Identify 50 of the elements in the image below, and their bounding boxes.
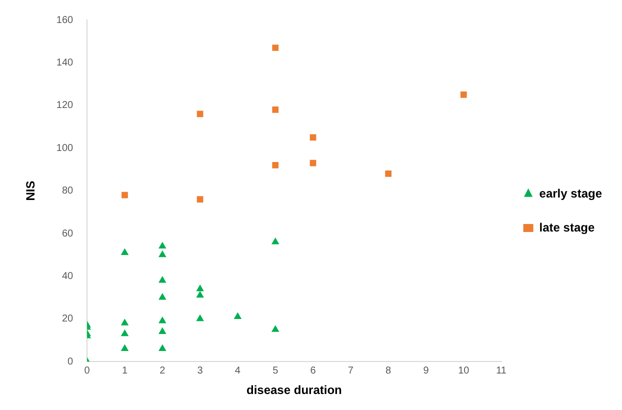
y-tick-label: 80 xyxy=(62,186,74,197)
point xyxy=(271,238,280,244)
x-tick-label: 8 xyxy=(386,365,392,376)
x-tick-label: 10 xyxy=(458,365,470,376)
point xyxy=(271,325,280,332)
point xyxy=(385,170,392,177)
y-tick-label: 120 xyxy=(56,100,74,112)
y-tick-label: 20 xyxy=(62,314,74,325)
x-tick-label: 5 xyxy=(272,365,279,376)
point xyxy=(158,276,166,283)
x-tick-label: 4 xyxy=(234,365,241,376)
point xyxy=(272,44,279,51)
point xyxy=(158,316,166,324)
x-tick-label: 0 xyxy=(84,365,90,376)
point xyxy=(120,248,129,255)
y-tick-label: 160 xyxy=(56,14,74,26)
point xyxy=(158,242,166,249)
point xyxy=(158,293,166,300)
point xyxy=(196,290,204,298)
y-tick-label: 60 xyxy=(62,228,74,240)
x-tick-label: 3 xyxy=(197,365,204,376)
point xyxy=(234,312,242,320)
y-axis-title: NIS xyxy=(24,180,38,201)
point xyxy=(122,192,128,198)
x-tick-label: 7 xyxy=(348,365,354,376)
point xyxy=(196,196,204,203)
point xyxy=(460,92,467,98)
point xyxy=(310,134,316,141)
x-tick-label: 1 xyxy=(122,365,128,376)
point xyxy=(120,318,129,326)
y-tick-label: 0 xyxy=(68,356,74,368)
point xyxy=(196,314,204,322)
point xyxy=(120,329,129,336)
x-tick-label: 2 xyxy=(160,365,166,376)
point xyxy=(158,344,166,352)
y-tick-label: 140 xyxy=(56,57,74,68)
x-axis-title: disease duration xyxy=(246,383,342,398)
point xyxy=(158,327,166,334)
point xyxy=(158,250,166,258)
point xyxy=(120,344,129,352)
point xyxy=(272,162,279,168)
x-tick-label: 11 xyxy=(496,365,507,376)
y-tick-label: 40 xyxy=(62,270,74,282)
legend-label: late stage xyxy=(539,220,595,234)
point xyxy=(196,284,204,292)
legend-label: early stage xyxy=(539,186,602,200)
point xyxy=(272,106,279,113)
y-tick-label: 100 xyxy=(56,142,74,154)
x-tick-label: 9 xyxy=(423,365,430,376)
x-tick-label: 6 xyxy=(310,365,316,376)
